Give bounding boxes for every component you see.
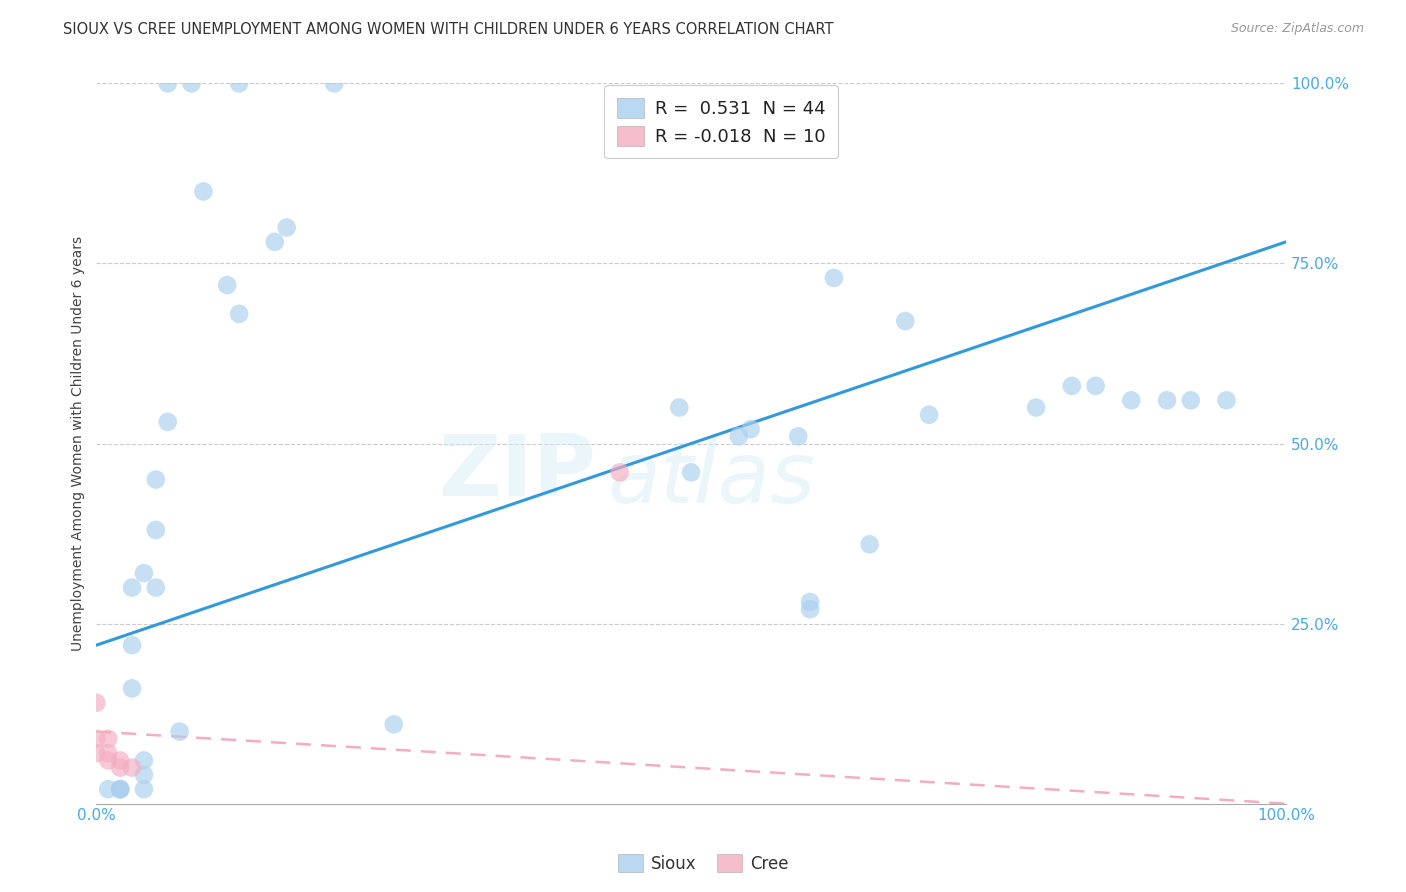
Text: SIOUX VS CREE UNEMPLOYMENT AMONG WOMEN WITH CHILDREN UNDER 6 YEARS CORRELATION C: SIOUX VS CREE UNEMPLOYMENT AMONG WOMEN W… — [63, 22, 834, 37]
Point — [668, 401, 690, 415]
Point — [1156, 393, 1178, 408]
Point — [918, 408, 941, 422]
Point — [108, 753, 131, 767]
Legend: R =  0.531  N = 44, R = -0.018  N = 10: R = 0.531 N = 44, R = -0.018 N = 10 — [605, 86, 838, 159]
Point — [799, 595, 821, 609]
Point — [823, 271, 845, 285]
Point — [323, 77, 346, 91]
Point — [1025, 401, 1047, 415]
Point — [1060, 379, 1083, 393]
Point — [382, 717, 405, 731]
Point — [97, 731, 120, 746]
Text: ZIP: ZIP — [439, 431, 596, 514]
Point — [145, 473, 167, 487]
Point — [180, 77, 202, 91]
Point — [86, 746, 108, 760]
Point — [228, 77, 250, 91]
Point — [97, 753, 120, 767]
Point — [121, 638, 143, 652]
Point — [169, 724, 191, 739]
Point — [132, 753, 155, 767]
Point — [145, 523, 167, 537]
Point — [156, 77, 179, 91]
Point — [156, 415, 179, 429]
Point — [86, 731, 108, 746]
Point — [263, 235, 285, 249]
Point — [787, 429, 810, 443]
Point — [1215, 393, 1237, 408]
Point — [799, 602, 821, 616]
Point — [609, 466, 631, 480]
Point — [132, 566, 155, 581]
Point — [132, 782, 155, 797]
Point — [740, 422, 762, 436]
Point — [121, 761, 143, 775]
Point — [228, 307, 250, 321]
Point — [1121, 393, 1143, 408]
Y-axis label: Unemployment Among Women with Children Under 6 years: Unemployment Among Women with Children U… — [72, 236, 86, 651]
Point — [132, 768, 155, 782]
Point — [86, 696, 108, 710]
Point — [108, 782, 131, 797]
Point — [276, 220, 298, 235]
Point — [727, 429, 749, 443]
Point — [894, 314, 917, 328]
Point — [217, 278, 239, 293]
Point — [1180, 393, 1202, 408]
Point — [858, 537, 880, 551]
Point — [193, 185, 215, 199]
Legend: Sioux, Cree: Sioux, Cree — [612, 847, 794, 880]
Point — [121, 681, 143, 696]
Text: Source: ZipAtlas.com: Source: ZipAtlas.com — [1230, 22, 1364, 36]
Point — [108, 782, 131, 797]
Point — [681, 466, 703, 480]
Point — [97, 746, 120, 760]
Text: atlas: atlas — [607, 438, 815, 521]
Point — [1084, 379, 1107, 393]
Point — [97, 782, 120, 797]
Point — [145, 581, 167, 595]
Point — [108, 761, 131, 775]
Point — [121, 581, 143, 595]
Point — [108, 782, 131, 797]
